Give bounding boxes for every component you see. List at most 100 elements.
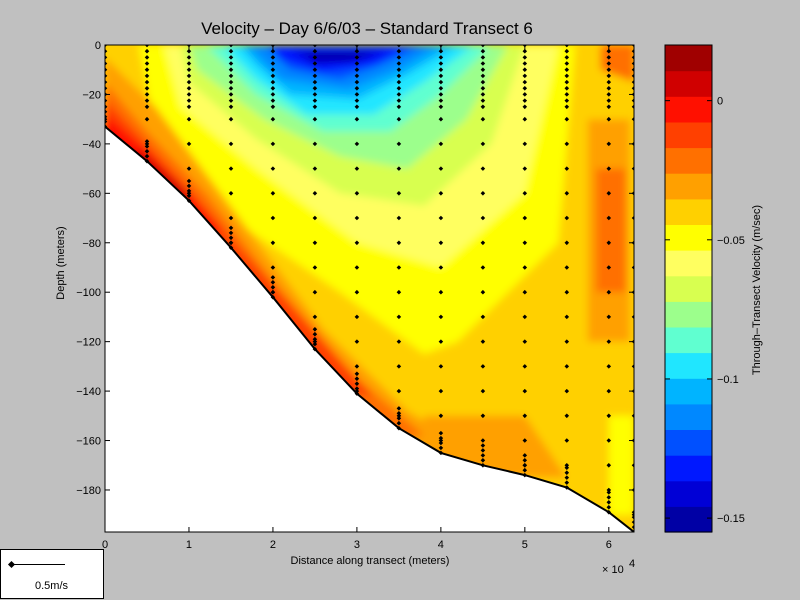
y-tick-label: −180 [76, 485, 101, 497]
y-tick-label: −40 [82, 139, 101, 151]
colorbar-swatch [665, 45, 712, 72]
sample-point [438, 314, 444, 320]
sample-point [354, 371, 360, 377]
sample-point [480, 265, 486, 270]
sample-point [270, 285, 276, 290]
y-tick-label: −20 [82, 89, 101, 101]
sample-point [480, 289, 486, 295]
colorbar [665, 45, 712, 533]
colorbar-swatch [665, 301, 712, 328]
sample-point [270, 289, 276, 295]
sample-point [312, 339, 318, 344]
colorbar-swatch [665, 480, 712, 507]
sample-point [270, 265, 276, 270]
sample-point [312, 346, 318, 352]
sample-point [564, 314, 570, 320]
sample-point [606, 487, 612, 493]
sample-point [480, 364, 486, 369]
colorbar-swatch [665, 147, 712, 174]
colorbar-swatch [665, 378, 712, 405]
x-tick-label: 2 [270, 539, 276, 551]
sample-point [105, 61, 108, 66]
sample-point [480, 45, 486, 48]
colorbar-frame [664, 44, 713, 533]
velocity-contour-field [105, 45, 634, 532]
sample-point [396, 425, 402, 431]
sample-point [105, 119, 108, 124]
sample-point [270, 141, 276, 147]
sample-point [564, 339, 570, 344]
sample-point [606, 314, 612, 320]
sample-point [564, 470, 570, 475]
sample-point [522, 413, 528, 419]
sample-point [480, 443, 486, 448]
sample-point [438, 438, 444, 443]
sample-point [354, 339, 360, 344]
sample-point [480, 453, 486, 458]
sample-point [631, 55, 634, 60]
sample-point [312, 336, 318, 342]
sample-point [606, 413, 612, 419]
sample-point [396, 388, 402, 394]
sample-point [438, 430, 444, 436]
sample-point [396, 314, 402, 320]
sample-point [606, 463, 612, 468]
sample-point [438, 45, 444, 48]
sample-point [631, 61, 634, 66]
sample-point [606, 339, 612, 344]
sample-point [480, 314, 486, 320]
sample-point [522, 364, 528, 369]
sample-point [480, 463, 486, 468]
x-tick-label: 0 [102, 539, 108, 551]
colorbar-tick-label: −0.1 [717, 374, 739, 386]
sample-point [606, 490, 612, 495]
colorbar-label: Through–Transect Velocity (m/sec) [751, 205, 763, 375]
sample-point [522, 467, 528, 473]
colorbar-tick-label: −0.05 [717, 235, 745, 247]
sample-point [522, 339, 528, 344]
sample-point [354, 314, 360, 320]
sample-point [480, 458, 486, 463]
sample-point [438, 388, 444, 394]
colorbar-swatch [665, 403, 712, 430]
x-multiplier: × 10 [602, 564, 624, 576]
sample-point [105, 116, 108, 122]
colorbar-swatch [665, 173, 712, 200]
x-tick-label: 5 [522, 539, 528, 551]
seafloor-area [105, 126, 634, 532]
x-tick-label: 3 [354, 539, 360, 551]
sample-point [564, 413, 570, 419]
sample-point [438, 265, 444, 270]
sample-point [105, 67, 108, 72]
colorbar-ticks: 0 −0.05 −0.1 −0.15 [665, 96, 745, 525]
sample-point [522, 314, 528, 320]
sample-point [312, 314, 318, 320]
colorbar-swatch [665, 275, 712, 302]
colorbar-swatch [665, 429, 712, 456]
sample-point [606, 289, 612, 295]
sample-point [631, 45, 634, 48]
sample-point [228, 45, 234, 48]
sample-point [564, 480, 570, 485]
sample-point [606, 495, 612, 500]
sample-point [312, 341, 318, 347]
sample-point [564, 388, 570, 394]
sample-point [270, 45, 276, 48]
sample-point [631, 98, 634, 103]
contour-band-3 [596, 168, 626, 293]
y-axis-label: Depth (meters) [55, 226, 67, 299]
sample-point [564, 438, 570, 443]
sample-point [396, 364, 402, 369]
sample-point [522, 388, 528, 394]
contour-band-5 [608, 415, 634, 515]
sample-point [522, 458, 528, 463]
sample-point [354, 45, 360, 48]
sample-point [438, 450, 444, 456]
sample-point [522, 289, 528, 295]
sample-point [564, 465, 570, 470]
colorbar-swatch [665, 250, 712, 277]
sample-point [396, 265, 402, 270]
y-tick-label: 0 [95, 40, 101, 52]
sample-point [312, 289, 318, 295]
contour-band-17 [600, 45, 634, 83]
